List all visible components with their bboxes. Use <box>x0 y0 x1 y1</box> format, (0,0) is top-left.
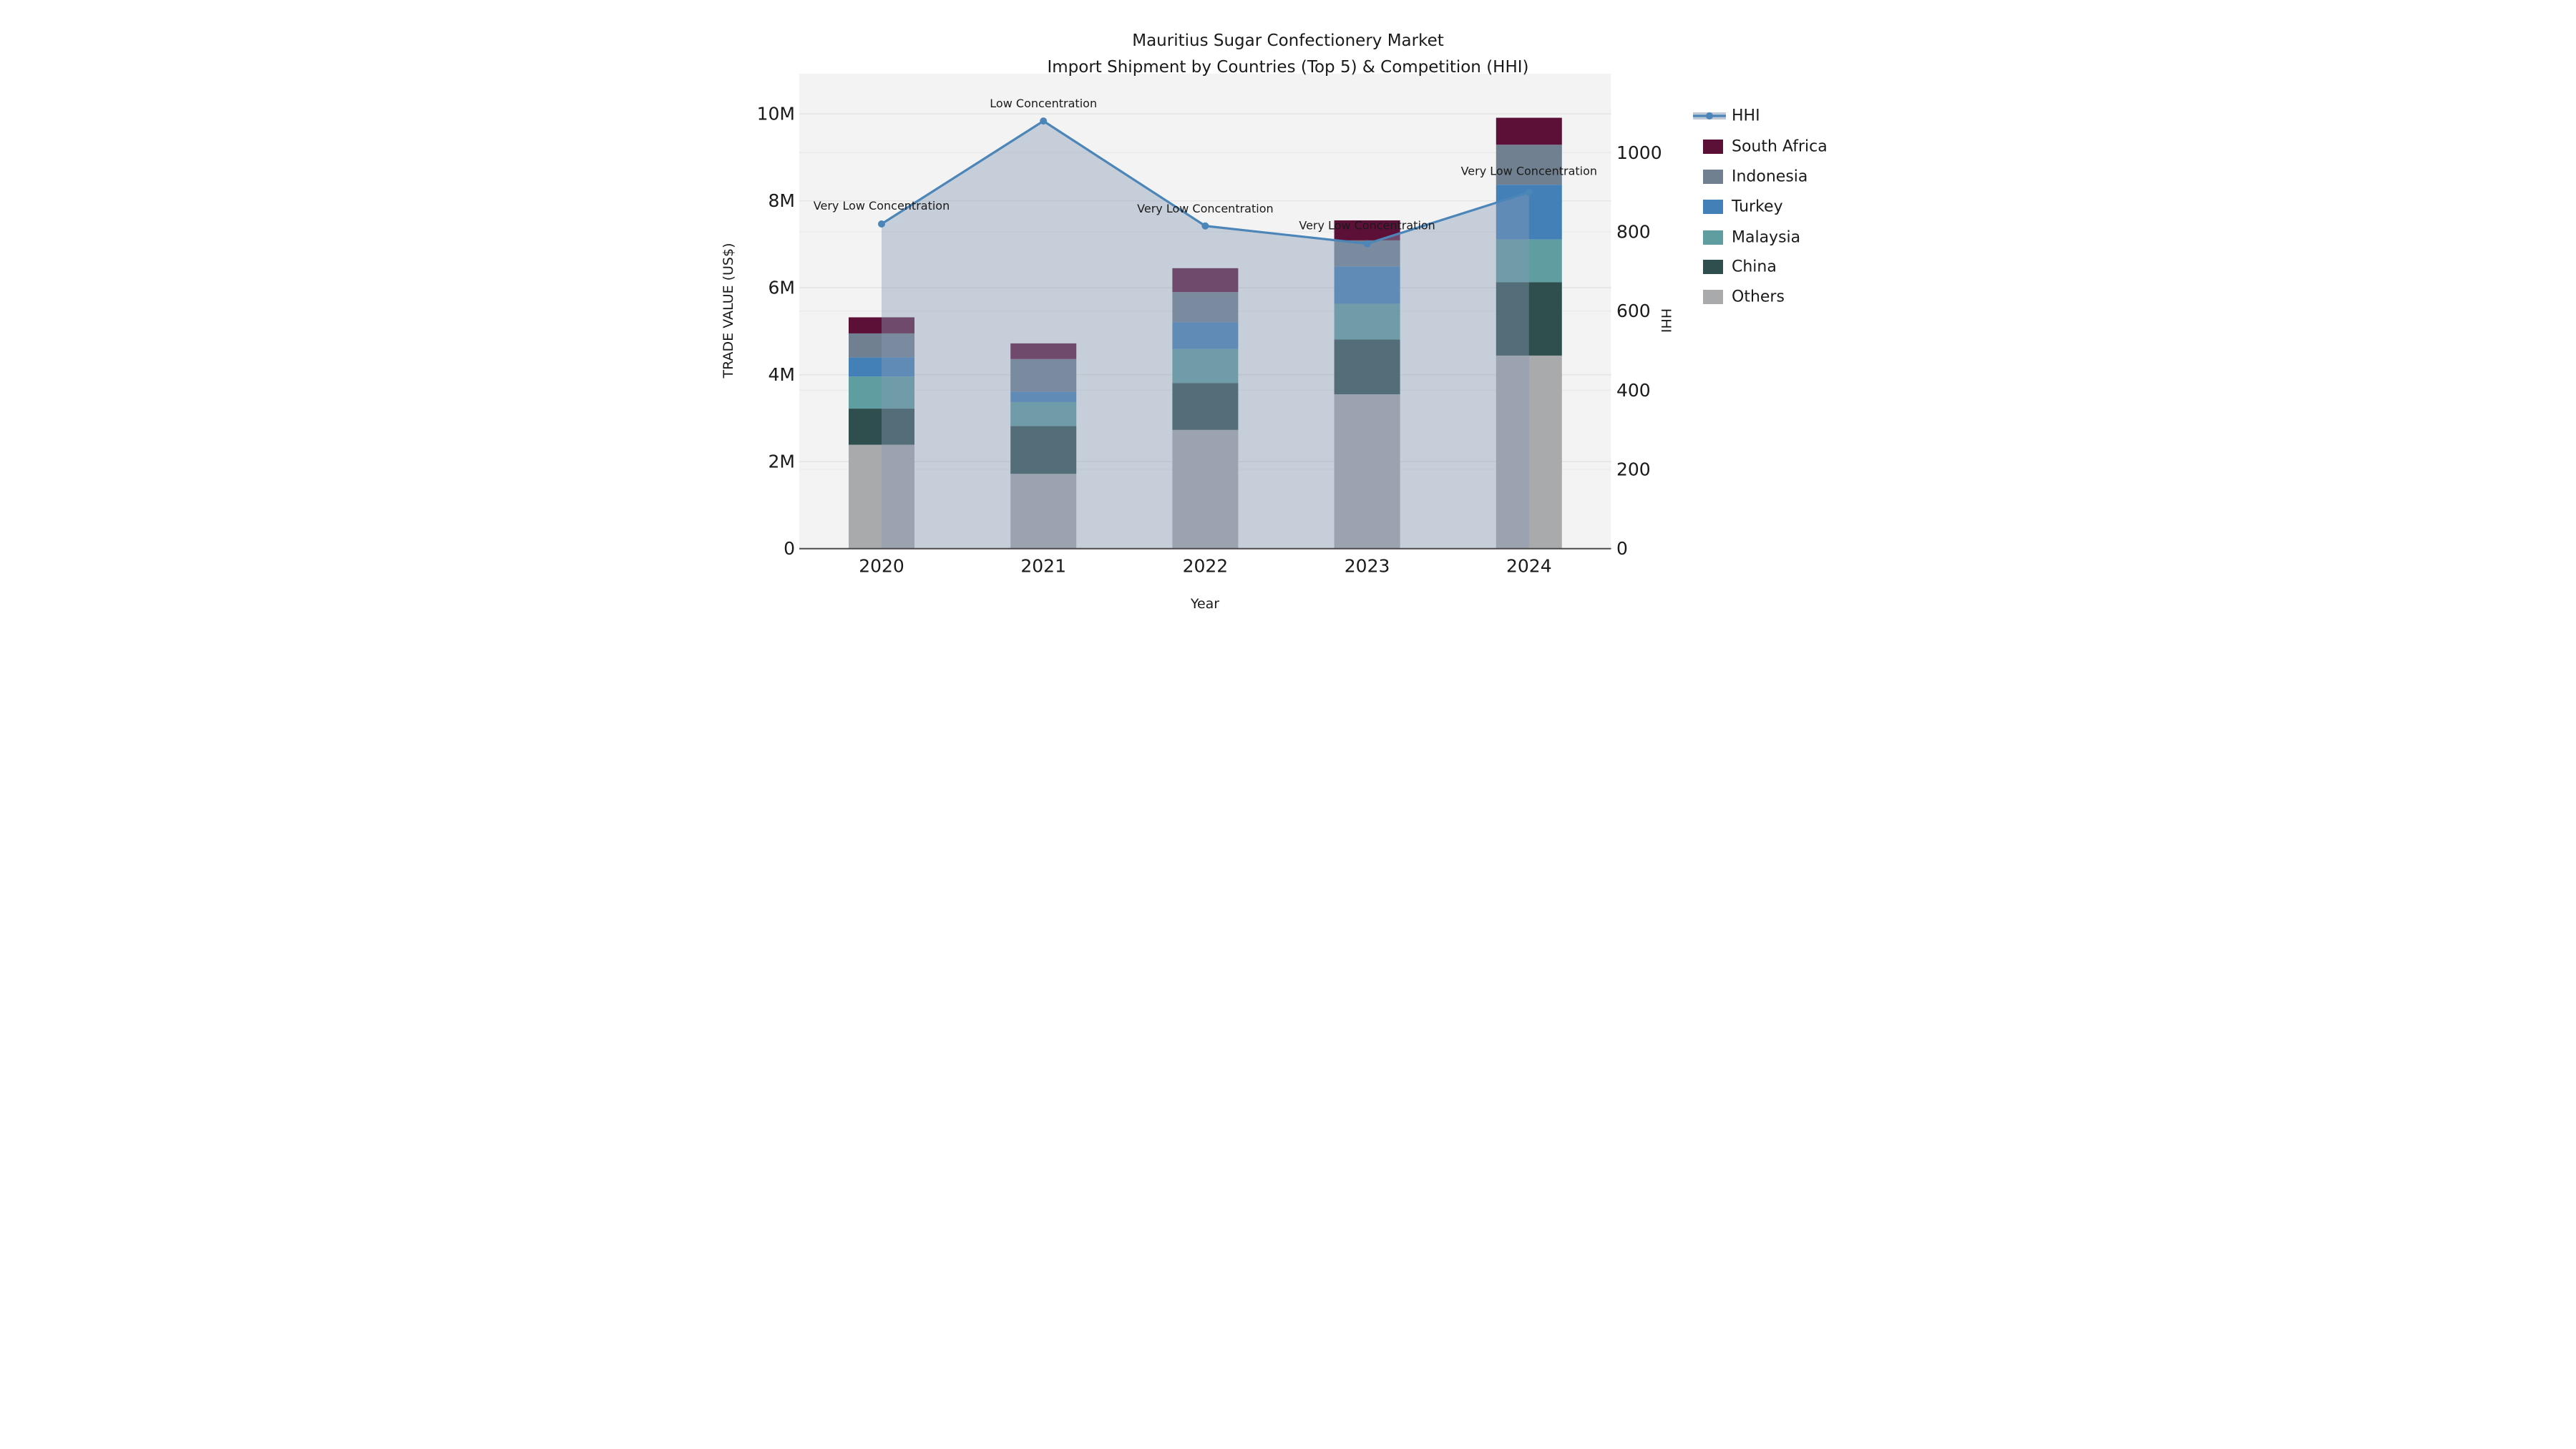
legend-swatch-icon <box>1703 290 1723 304</box>
bar-segment-2021-malaysia <box>1010 401 1077 426</box>
bar-segment-2022-china <box>1172 383 1239 430</box>
hhi-annotation-2020: Very Low Concentration <box>814 199 950 213</box>
hhi-annotation-2022: Very Low Concentration <box>1137 202 1273 215</box>
bar-segment-2020-malaysia <box>849 376 914 409</box>
y-left-tick-8M: 8M <box>769 190 795 211</box>
y-right-tick-200: 200 <box>1616 459 1651 480</box>
bar-segment-2023-china <box>1334 339 1400 395</box>
bar-stack-2023 <box>1334 220 1400 549</box>
y-right-tick-600: 600 <box>1616 301 1651 321</box>
legend-swatch-icon <box>1703 200 1723 214</box>
bar-segment-2024-indonesia <box>1496 145 1562 185</box>
bar-segment-2024-malaysia <box>1496 239 1562 283</box>
bar-segment-2023-malaysia <box>1334 303 1400 340</box>
x-tick-2024: 2024 <box>1506 556 1552 577</box>
hhi-annotation-2024: Very Low Concentration <box>1461 165 1597 178</box>
x-axis-label: Year <box>1190 596 1219 612</box>
hhi-marker-2023 <box>1363 240 1371 248</box>
bar-segment-2020-others <box>849 444 914 549</box>
y-right-tick-1000: 1000 <box>1616 142 1662 163</box>
hhi-marker-2022 <box>1201 222 1209 230</box>
bar-stack-2022 <box>1172 268 1239 549</box>
legend-swatch-icon <box>1703 170 1723 184</box>
figure: Very Low Concentration Low Concentration V… <box>716 0 1860 644</box>
bar-segment-2022-malaysia <box>1172 348 1239 384</box>
legend-swatch-icon <box>1703 230 1723 245</box>
legend-item-south-africa: South Africa <box>1703 138 1828 156</box>
legend-item-turkey: Turkey <box>1703 198 1783 216</box>
y-right-tick-0: 0 <box>1616 538 1628 559</box>
hhi-marker-2020 <box>878 220 885 228</box>
bar-segment-2023-others <box>1334 394 1400 549</box>
bars-layer <box>849 117 1562 549</box>
hhi-marker-2021 <box>1040 117 1048 125</box>
legend-label: HHI <box>1732 107 1760 125</box>
legend-label: China <box>1732 258 1777 276</box>
y-left-tick-10M: 10M <box>757 104 795 125</box>
legend-item-others: Others <box>1703 288 1785 306</box>
y-right-tick-400: 400 <box>1616 380 1651 401</box>
bar-segment-2021-turkey <box>1010 391 1077 402</box>
y-right-axis-label: HHI <box>1658 308 1674 333</box>
legend-item-china: China <box>1703 258 1777 276</box>
bar-segment-2021-indonesia <box>1010 358 1077 392</box>
hhi-annotation-2021: Low Concentration <box>990 97 1097 110</box>
bar-stack-2020 <box>849 317 914 549</box>
x-tick-2023: 2023 <box>1345 556 1390 577</box>
bar-segment-2020-indonesia <box>849 333 914 358</box>
legend-label: Turkey <box>1731 198 1783 216</box>
y-left-tick-4M: 4M <box>769 364 795 385</box>
hhi-line-layer <box>878 117 1533 248</box>
hhi-legend-marker-icon <box>1706 112 1713 119</box>
legend-label: South Africa <box>1732 138 1828 156</box>
hhi-area-fill-layer <box>882 121 1529 549</box>
x-tick-2020: 2020 <box>859 556 904 577</box>
y-left-tick-0: 0 <box>784 538 795 559</box>
y-left-tick-6M: 6M <box>769 278 795 298</box>
chart-svg: Very Low Concentration Low Concentration V… <box>721 31 1828 612</box>
bar-segment-2022-indonesia <box>1172 292 1239 323</box>
legend-swatch-icon <box>1703 260 1723 274</box>
hhi-marker-2024 <box>1525 188 1533 196</box>
bar-segment-2024-others <box>1496 355 1562 549</box>
y-left-axis-label: TRADE VALUE (US$) <box>721 243 736 379</box>
legend-item-indonesia: Indonesia <box>1703 168 1807 186</box>
bar-segment-2021-others <box>1010 474 1077 549</box>
bar-segment-2022-south-africa <box>1172 268 1239 293</box>
x-tick-2021: 2021 <box>1020 556 1066 577</box>
bar-segment-2022-others <box>1172 429 1239 549</box>
legend: HHI South Africa Indonesia Turkey Malaysia Ch… <box>1693 107 1828 306</box>
legend-item-hhi: HHI <box>1693 107 1760 125</box>
x-tick-2022: 2022 <box>1183 556 1229 577</box>
chart-title-line2: Import Shipment by Countries (Top 5) & C… <box>1047 58 1528 77</box>
chart-title-line1: Mauritius Sugar Confectionery Market <box>1132 31 1444 50</box>
bar-segment-2020-china <box>849 409 914 445</box>
bar-segment-2021-china <box>1010 426 1077 474</box>
legend-label: Others <box>1732 288 1785 306</box>
annotation-layer: Very Low Concentration Low Concentration V… <box>814 97 1597 233</box>
legend-swatch-icon <box>1703 140 1723 154</box>
hhi-area-fill <box>882 121 1529 549</box>
bar-segment-2022-turkey <box>1172 322 1239 349</box>
legend-item-malaysia: Malaysia <box>1703 229 1800 247</box>
bar-segment-2024-china <box>1496 282 1562 356</box>
bar-stack-2024 <box>1496 117 1562 549</box>
bar-segment-2020-turkey <box>849 357 914 377</box>
bar-segment-2024-south-africa <box>1496 117 1562 145</box>
tick-label-layer: 0 2M 4M 6M 8M 10M 0 200 400 600 800 1000 2020 2021 202… <box>757 104 1662 577</box>
y-right-tick-800: 800 <box>1616 222 1651 243</box>
bar-stack-2021 <box>1010 343 1077 549</box>
hhi-annotation-2023: Very Low Concentration <box>1299 219 1435 233</box>
y-left-tick-2M: 2M <box>769 452 795 472</box>
bar-segment-2023-turkey <box>1334 266 1400 304</box>
bar-segment-2021-south-africa <box>1010 343 1077 359</box>
bar-segment-2020-south-africa <box>849 317 914 333</box>
legend-label: Indonesia <box>1732 168 1807 186</box>
legend-label: Malaysia <box>1732 229 1800 247</box>
